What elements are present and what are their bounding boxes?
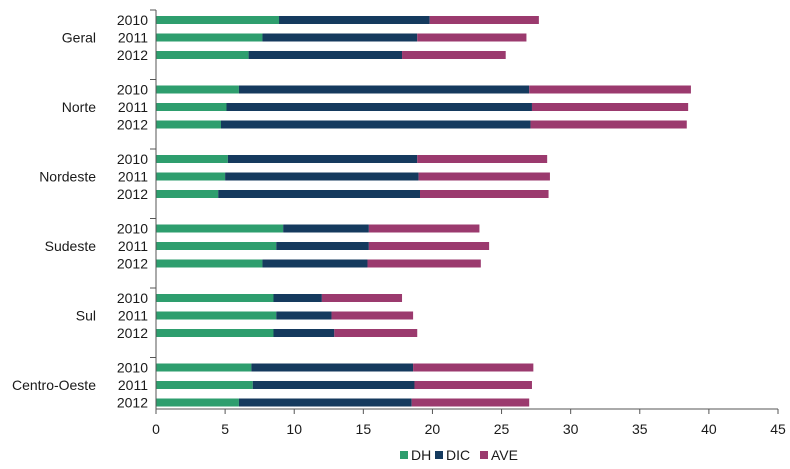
bar-centro-oeste-2010-dic	[251, 363, 414, 372]
bar-norte-2012-dic	[220, 120, 531, 129]
bar-centro-oeste-2011-dic	[252, 381, 415, 389]
bar-centro-oeste-2010-dh	[156, 363, 252, 372]
labels-layer: 201020112012Geral201020112012Norte201020…	[12, 12, 148, 411]
x-tick-label-25: 25	[494, 421, 510, 437]
year-label-nordeste-2010: 2010	[117, 151, 148, 167]
bar-geral-2011-dic	[262, 33, 418, 42]
x-tick-label-35: 35	[632, 421, 648, 437]
bar-norte-2011-dic	[226, 103, 532, 111]
x-tick-label-20: 20	[425, 421, 441, 437]
bar-sul-2012-dh	[156, 329, 274, 337]
legend-label-dic: DIC	[446, 447, 470, 463]
legend-swatch-dh	[400, 451, 408, 459]
x-tick-label-15: 15	[356, 421, 372, 437]
x-tick-label-45: 45	[770, 421, 786, 437]
bar-geral-2011-dh	[156, 33, 263, 42]
bar-norte-2010-ave	[529, 85, 691, 94]
x-axis: 0 5 10 15 20 25 30 35 40 45	[150, 9, 786, 437]
bar-geral-2012-dic	[248, 51, 403, 59]
bar-centro-oeste-2010-ave	[413, 363, 534, 372]
bar-centro-oeste-2012-dic	[238, 398, 412, 407]
year-label-norte-2011: 2011	[118, 99, 148, 115]
bar-nordeste-2010-dic	[227, 155, 418, 163]
bar-sul-2011-dh	[156, 311, 277, 320]
bar-norte-2012-ave	[530, 120, 687, 129]
group-label-centro-oeste: Centro-Oeste	[12, 377, 96, 393]
legend-swatch-dic	[435, 451, 443, 459]
bar-sul-2012-dic	[273, 329, 335, 337]
bar-geral-2012-ave	[402, 51, 506, 59]
bar-sul-2010-ave	[321, 294, 403, 302]
bar-sudeste-2011-dh	[156, 242, 277, 250]
bar-nordeste-2012-dic	[218, 190, 421, 198]
bar-sul-2012-ave	[334, 329, 418, 337]
bar-geral-2010-dic	[279, 16, 430, 24]
bar-sul-2010-dh	[156, 294, 274, 302]
bar-centro-oeste-2011-dh	[156, 381, 253, 389]
year-label-centro-oeste-2010: 2010	[117, 360, 148, 376]
bar-sudeste-2010-dic	[283, 224, 369, 233]
bar-sudeste-2012-ave	[367, 259, 481, 268]
x-tick-label-30: 30	[563, 421, 579, 437]
bar-nordeste-2012-ave	[420, 190, 549, 198]
bar-sudeste-2010-ave	[368, 224, 480, 233]
bar-norte-2011-ave	[531, 103, 689, 111]
x-tick-label-5: 5	[221, 421, 229, 437]
bar-geral-2011-ave	[417, 33, 527, 42]
group-label-nordeste: Nordeste	[39, 169, 96, 185]
year-label-norte-2010: 2010	[117, 82, 148, 98]
year-label-sudeste-2010: 2010	[117, 221, 148, 237]
bar-geral-2010-ave	[429, 16, 539, 24]
year-label-sul-2010: 2010	[117, 290, 148, 306]
bar-nordeste-2010-ave	[417, 155, 548, 163]
legend: DH DIC AVE	[400, 447, 518, 463]
year-label-sul-2011: 2011	[118, 308, 148, 324]
year-label-sudeste-2011: 2011	[118, 238, 148, 254]
x-tick-label-40: 40	[701, 421, 717, 437]
year-label-nordeste-2011: 2011	[118, 169, 148, 185]
bar-norte-2012-dh	[156, 120, 221, 129]
bar-nordeste-2011-dh	[156, 172, 226, 181]
bar-sudeste-2012-dh	[156, 259, 263, 268]
bars-layer	[156, 16, 691, 407]
year-label-centro-oeste-2011: 2011	[118, 377, 148, 393]
x-tick-label-0: 0	[152, 421, 160, 437]
legend-swatch-ave	[480, 451, 488, 459]
bar-norte-2010-dic	[238, 85, 530, 94]
bar-norte-2011-dh	[156, 103, 227, 111]
bar-nordeste-2011-ave	[418, 172, 550, 181]
year-label-geral-2011: 2011	[118, 30, 148, 46]
year-label-centro-oeste-2012: 2012	[117, 395, 148, 411]
bar-geral-2010-dh	[156, 16, 280, 24]
bar-sudeste-2011-ave	[368, 242, 490, 250]
x-tick-label-10: 10	[286, 421, 302, 437]
legend-label-dh: DH	[411, 447, 431, 463]
bar-geral-2012-dh	[156, 51, 249, 59]
year-label-geral-2012: 2012	[117, 47, 148, 63]
bar-sul-2010-dic	[273, 294, 322, 302]
bar-nordeste-2011-dic	[225, 172, 419, 181]
bar-nordeste-2012-dh	[156, 190, 219, 198]
bar-nordeste-2010-dh	[156, 155, 228, 163]
bar-sul-2011-dic	[276, 311, 332, 320]
year-label-sudeste-2012: 2012	[117, 256, 148, 272]
group-label-sudeste: Sudeste	[45, 238, 97, 254]
bar-sudeste-2012-dic	[262, 259, 368, 268]
group-label-geral: Geral	[62, 30, 96, 46]
bar-sul-2011-ave	[331, 311, 414, 320]
year-label-norte-2012: 2012	[117, 117, 148, 133]
year-label-geral-2010: 2010	[117, 12, 148, 28]
group-label-sul: Sul	[76, 308, 96, 324]
group-label-norte: Norte	[62, 99, 96, 115]
bar-centro-oeste-2012-ave	[411, 398, 530, 407]
year-label-sul-2012: 2012	[117, 325, 148, 341]
bar-sudeste-2011-dic	[276, 242, 369, 250]
bar-sudeste-2010-dh	[156, 224, 284, 233]
bar-centro-oeste-2011-ave	[414, 381, 532, 389]
bar-centro-oeste-2012-dh	[156, 398, 239, 407]
bar-norte-2010-dh	[156, 85, 239, 94]
year-label-nordeste-2012: 2012	[117, 186, 148, 202]
legend-label-ave: AVE	[491, 447, 518, 463]
